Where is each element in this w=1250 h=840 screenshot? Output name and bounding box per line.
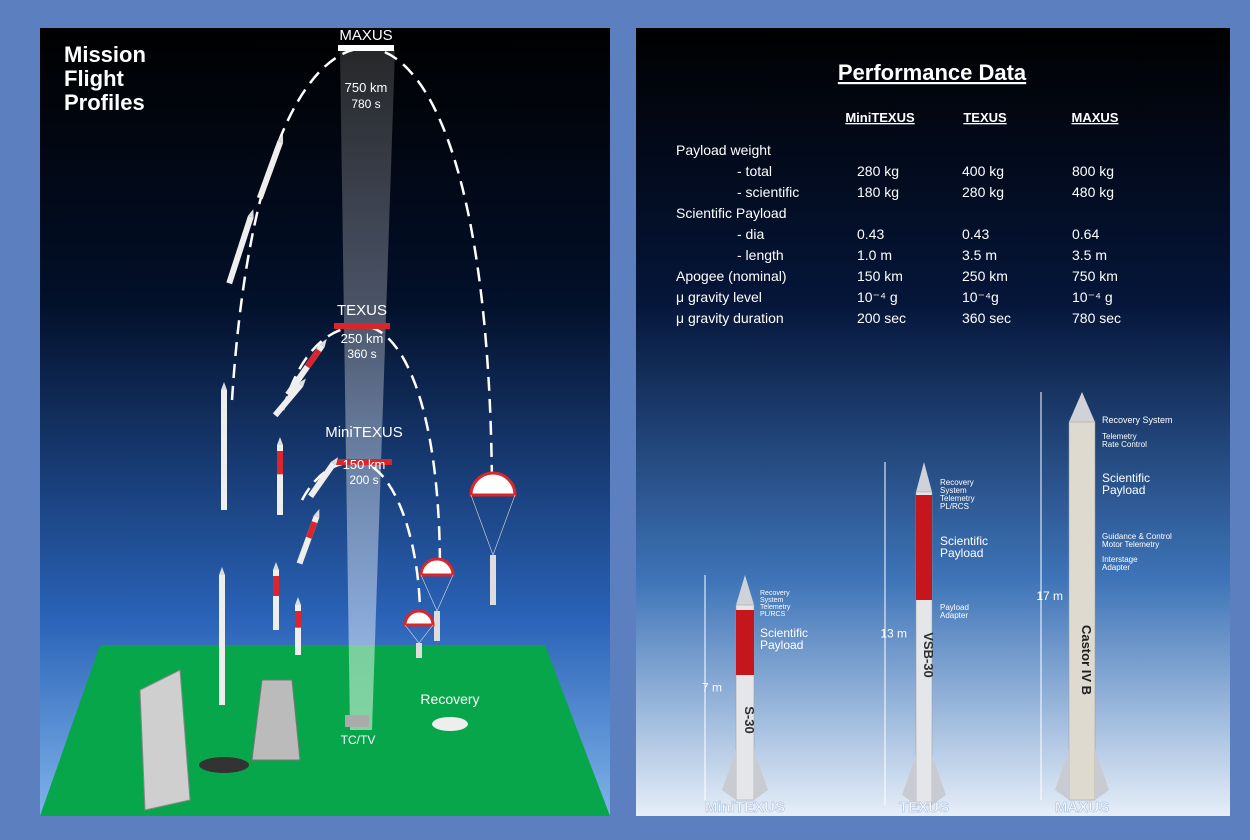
cell: 780 sec <box>1072 310 1121 326</box>
part-label: Payload <box>940 546 983 560</box>
rocket-height: 13 m <box>880 627 907 641</box>
flight-rocket <box>219 567 225 705</box>
page: MissionFlightProfiles Recovery TC/TV Per… <box>0 0 1250 840</box>
profile-name: MiniTEXUS <box>325 424 403 441</box>
part-label: Motor Telemetry <box>1102 540 1159 549</box>
payload <box>434 611 440 641</box>
title-line: Flight <box>64 66 125 91</box>
column-header: MAXUS <box>1072 110 1119 125</box>
rocket-height: 7 m <box>702 681 722 695</box>
part-label: Adapter <box>940 611 968 620</box>
cell: 200 sec <box>857 310 906 326</box>
cell: 360 sec <box>962 310 1011 326</box>
poster: MissionFlightProfiles Recovery TC/TV Per… <box>0 0 1250 840</box>
profile-apogee: 750 km <box>345 80 388 95</box>
rocket-body <box>219 575 225 705</box>
profile-name: MAXUS <box>339 27 392 44</box>
row-label: - total <box>737 163 772 179</box>
rocket-name: MAXUS <box>1055 799 1109 816</box>
apogee-bar <box>338 45 394 51</box>
payload-section <box>736 610 754 675</box>
cell: 750 km <box>1072 268 1118 284</box>
row-label: Payload weight <box>676 142 771 158</box>
cell: 10⁻⁴ g <box>857 289 898 305</box>
part-label: Adapter <box>1102 563 1130 572</box>
part-label: Recovery <box>760 590 790 597</box>
cell: 480 kg <box>1072 184 1114 200</box>
payload-section <box>916 495 932 600</box>
parachute <box>405 611 433 625</box>
ground <box>40 645 610 816</box>
rocket-body <box>1069 422 1095 800</box>
cell: 180 kg <box>857 184 899 200</box>
cell: 10⁻⁴ g <box>1072 289 1113 305</box>
cell: 0.43 <box>857 226 884 242</box>
column-header: TEXUS <box>963 110 1007 125</box>
payload <box>416 643 422 658</box>
cell: 250 km <box>962 268 1008 284</box>
apogee-bar <box>334 323 390 329</box>
cell: 800 kg <box>1072 163 1114 179</box>
cell: 280 kg <box>857 163 899 179</box>
cell: 0.64 <box>1072 226 1099 242</box>
rocket-body <box>221 390 227 510</box>
rocket-section <box>277 451 283 474</box>
antenna <box>345 715 369 727</box>
rocket-name: MiniTEXUS <box>705 799 785 816</box>
rocket-height: 17 m <box>1036 589 1063 603</box>
profile-duration: 360 s <box>347 347 376 361</box>
cell: 150 km <box>857 268 903 284</box>
row-label: μ gravity level <box>676 289 762 305</box>
cell: 0.43 <box>962 226 989 242</box>
flight-rocket <box>221 382 227 510</box>
part-label: Recovery System <box>1102 415 1173 425</box>
part-label: Payload <box>1102 483 1145 497</box>
part-label: PL/RCS <box>940 502 969 511</box>
cell: 3.5 m <box>1072 247 1107 263</box>
flight-rocket <box>273 562 279 630</box>
rocket-section <box>295 611 301 628</box>
part-label: Payload <box>760 638 803 652</box>
recovery-label: Recovery <box>420 691 479 707</box>
title-line: Profiles <box>64 90 145 115</box>
rocket-name: TEXUS <box>899 799 949 816</box>
part-label: Rate Control <box>1102 440 1147 449</box>
profile-apogee: 150 km <box>343 457 386 472</box>
profile-duration: 780 s <box>351 97 380 111</box>
part-label: Telemetry <box>760 604 791 611</box>
launch-pad-base <box>199 757 249 773</box>
station-label: TC/TV <box>341 733 376 747</box>
cell: 3.5 m <box>962 247 997 263</box>
motor-name: S-30 <box>742 706 757 733</box>
row-label: Scientific Payload <box>676 205 787 221</box>
row-label: - length <box>737 247 784 263</box>
flight-rocket <box>295 597 301 655</box>
profile-apogee: 250 km <box>341 331 384 346</box>
right-title: Performance Data <box>838 60 1027 85</box>
part-label: System <box>760 597 784 604</box>
cell: 10⁻⁴g <box>962 289 999 305</box>
row-label: μ gravity duration <box>676 310 784 326</box>
cell: 280 kg <box>962 184 1004 200</box>
title-line: Mission <box>64 42 146 67</box>
row-label: - scientific <box>737 184 799 200</box>
profile-duration: 200 s <box>349 473 378 487</box>
motor-name: VSB-30 <box>921 632 936 678</box>
cell: 400 kg <box>962 163 1004 179</box>
row-label: Apogee (nominal) <box>676 268 787 284</box>
column-header: MiniTEXUS <box>845 110 915 125</box>
payload <box>490 555 496 605</box>
cell: 1.0 m <box>857 247 892 263</box>
profile-name: TEXUS <box>337 302 387 319</box>
motor-name: Castor IV B <box>1079 625 1094 695</box>
helicopter <box>432 717 468 731</box>
row-label: - dia <box>737 226 764 242</box>
flight-rocket <box>277 437 283 515</box>
part-label: PL/RCS <box>760 611 786 618</box>
rocket-section <box>273 576 279 596</box>
